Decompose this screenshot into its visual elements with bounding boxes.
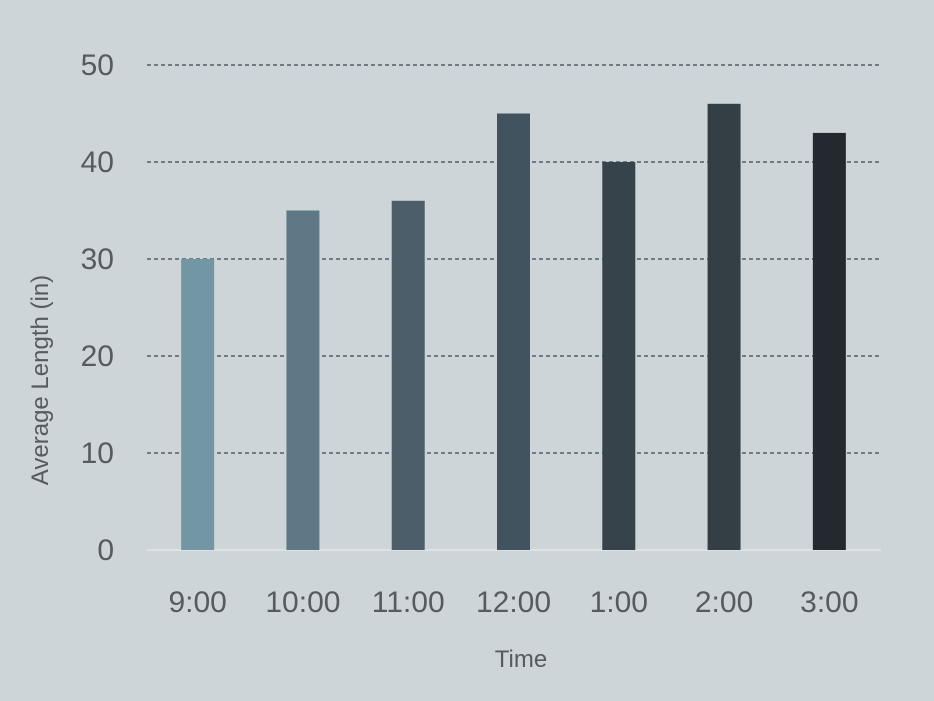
- x-tick-label: 1:00: [590, 586, 648, 619]
- bar: [497, 113, 530, 550]
- x-axis-title: Time: [495, 646, 547, 673]
- bar: [391, 200, 425, 551]
- y-tick-label: 0: [97, 534, 114, 567]
- bar: [286, 210, 320, 550]
- y-axis-title: Average Length (in): [27, 275, 54, 485]
- y-axis-ticks: 0 10 20 30 40 50: [81, 49, 114, 567]
- y-tick-label: 40: [81, 146, 114, 179]
- y-tick-label: 10: [81, 437, 114, 470]
- y-tick-label: 20: [81, 340, 114, 373]
- x-tick-label: 10:00: [265, 586, 340, 619]
- bar: [812, 132, 846, 550]
- x-tick-label: 12:00: [476, 586, 551, 619]
- bar: [707, 103, 741, 551]
- x-tick-label: 11:00: [372, 586, 445, 619]
- x-tick-label: 2:00: [695, 586, 753, 619]
- bar: [602, 162, 636, 550]
- x-tick-label: 3:00: [800, 586, 858, 619]
- y-tick-label: 30: [81, 243, 114, 276]
- bar: [181, 259, 215, 550]
- bars: [181, 103, 846, 551]
- y-tick-label: 50: [81, 49, 114, 82]
- x-axis-ticks: 9:00 10:00 11:00 12:00 1:00 2:00 3:00: [168, 586, 858, 619]
- x-tick-label: 9:00: [168, 586, 226, 619]
